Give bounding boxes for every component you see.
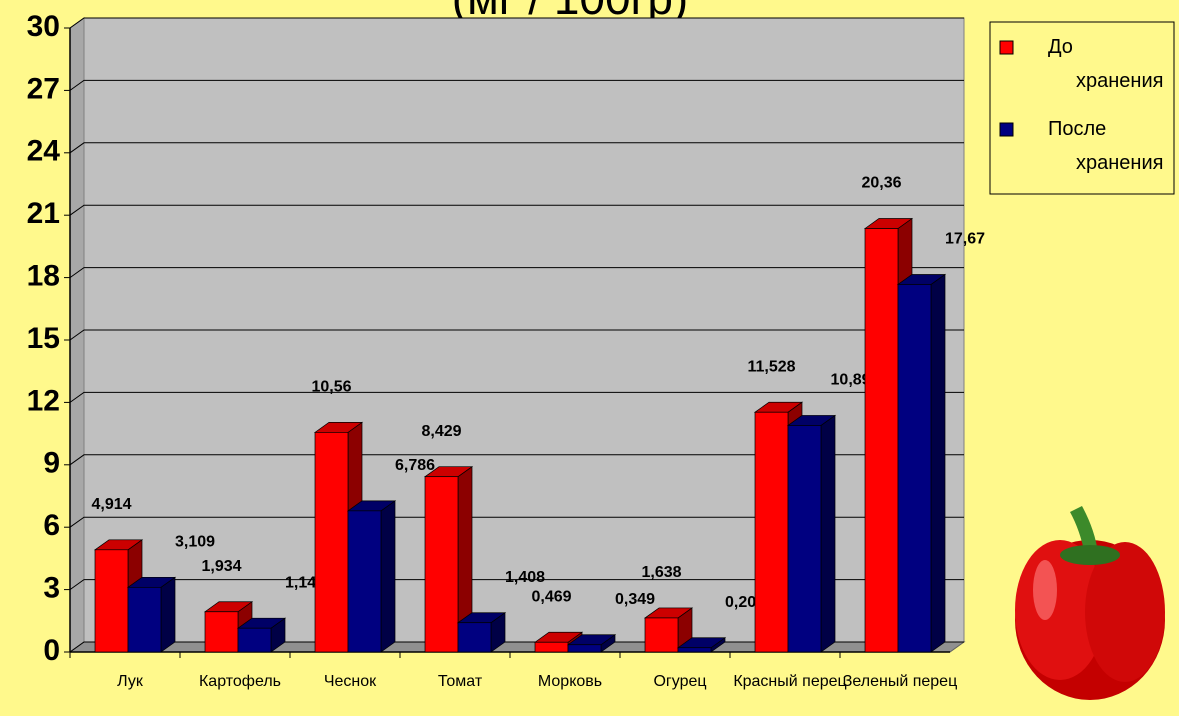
bar-face <box>677 647 712 653</box>
y-tick-label: 18 <box>27 260 60 293</box>
bar-face <box>457 622 492 653</box>
grid-line <box>69 391 964 403</box>
x-tick-label: Лук <box>117 673 144 690</box>
bar-face <box>864 228 899 653</box>
x-tick-label: Чеснок <box>324 673 377 690</box>
value-label: 1,934 <box>201 558 241 575</box>
bar-face <box>534 641 569 653</box>
grid-line <box>69 142 964 154</box>
value-label: 0,469 <box>531 588 571 605</box>
bar-face <box>897 284 932 653</box>
legend-box <box>989 21 1175 195</box>
value-label: 8,429 <box>421 423 461 440</box>
grid-line <box>69 17 964 29</box>
value-label: 10,56 <box>311 379 351 396</box>
legend-label-line: хранения <box>1076 70 1163 92</box>
bar-face <box>820 414 836 653</box>
y-tick-label: 30 <box>27 10 60 43</box>
bar-face <box>424 476 459 653</box>
y-tick-label: 0 <box>43 634 60 667</box>
legend-label-line: До <box>1048 36 1078 58</box>
bar <box>786 414 837 653</box>
legend-swatch <box>999 122 1014 137</box>
legend-label: До хранения <box>1048 36 1163 92</box>
bar-face <box>127 586 162 653</box>
x-tick-label: Красный перец <box>733 673 846 690</box>
value-label: 0,349 <box>615 591 655 608</box>
bar-face <box>347 510 382 653</box>
y-tick-label: 21 <box>27 197 60 230</box>
y-tick-label: 3 <box>43 572 60 605</box>
x-tick-label: Картофель <box>199 673 281 690</box>
x-tick-label: Морковь <box>538 673 602 690</box>
legend-label: После хранения <box>1048 118 1163 174</box>
value-label: 20,36 <box>861 175 901 192</box>
bar-face <box>314 432 349 653</box>
value-label: 17,67 <box>945 231 985 248</box>
bar-face <box>644 617 679 653</box>
bar-face <box>567 644 602 653</box>
bar <box>896 273 947 653</box>
bar <box>676 637 727 653</box>
bar <box>126 576 177 653</box>
grid-line <box>69 79 964 91</box>
bar <box>346 500 397 653</box>
grid-line <box>69 329 964 341</box>
grid-line <box>69 579 964 591</box>
bar-face <box>160 576 176 653</box>
bar-face <box>204 611 239 653</box>
x-tick-label: Зеленый перец <box>843 673 958 690</box>
bar-face <box>380 500 396 653</box>
bar-face <box>787 425 822 653</box>
value-label: 6,786 <box>395 457 435 474</box>
bar <box>456 612 507 653</box>
legend-swatch <box>999 40 1014 55</box>
pepper-illustration <box>1015 506 1165 700</box>
grid-line <box>69 516 964 528</box>
y-tick-label: 9 <box>43 447 60 480</box>
value-label: 1,638 <box>641 564 681 581</box>
grid-line <box>69 454 964 466</box>
y-tick-label: 27 <box>27 72 60 105</box>
value-label: 1,408 <box>505 569 545 586</box>
value-label: 3,109 <box>175 534 215 551</box>
value-label: 4,914 <box>91 496 131 513</box>
bar-face <box>94 549 129 653</box>
bar <box>566 634 617 653</box>
bar <box>643 607 694 653</box>
x-tick-label: Томат <box>438 673 483 690</box>
bar-face <box>930 273 946 653</box>
grid-line <box>69 204 964 216</box>
value-label: 11,528 <box>747 358 795 375</box>
legend-label-line: После <box>1048 118 1112 140</box>
y-tick-label: 15 <box>27 322 60 355</box>
y-tick-label: 24 <box>27 135 61 168</box>
bar-face <box>237 627 272 653</box>
x-tick-label: Огурец <box>653 673 706 690</box>
y-tick-label: 6 <box>43 509 60 542</box>
legend-label-line: хранения <box>1076 152 1163 174</box>
grid-line <box>69 267 964 279</box>
bar <box>236 617 287 653</box>
bar-face <box>754 411 789 653</box>
y-tick-label: 12 <box>27 384 60 417</box>
